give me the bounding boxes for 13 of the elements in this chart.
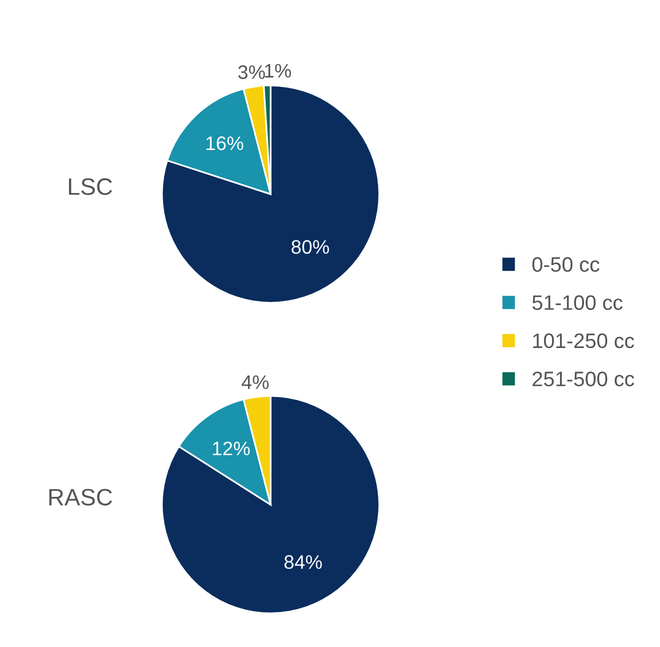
legend-label: 101-250 cc — [533, 333, 634, 348]
data-label: 12% — [213, 442, 250, 456]
data-label: 4% — [242, 375, 269, 390]
legend-label: 51-100 cc — [532, 295, 623, 310]
text: LSC — [68, 178, 112, 196]
legend-label: 251-500 cc — [532, 372, 634, 386]
data-label: 3% — [238, 65, 265, 80]
data-label: 80% — [292, 240, 329, 254]
text: RASC — [49, 488, 112, 506]
data-label: 1% — [265, 64, 292, 78]
data-label: 84% — [284, 555, 322, 569]
legend-label: 0-50 cc — [532, 257, 600, 272]
data-label: 16% — [206, 136, 244, 150]
